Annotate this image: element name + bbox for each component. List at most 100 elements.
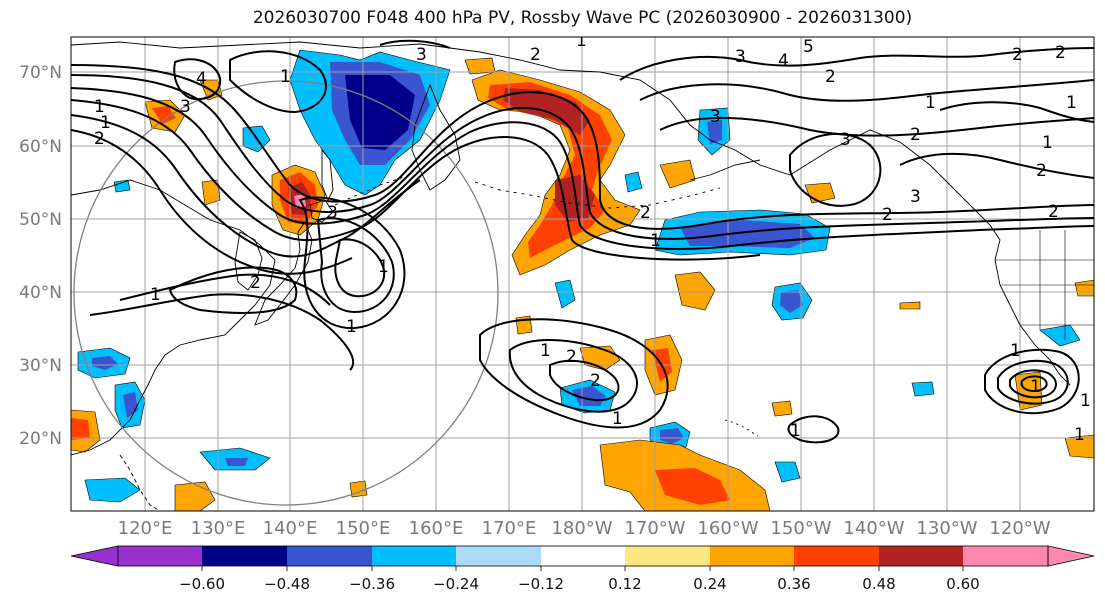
contour-label: 2 (640, 203, 651, 223)
contour-label: 5 (803, 37, 814, 57)
positive-anomaly-region (71, 418, 90, 440)
contour-line (899, 152, 1094, 179)
lat-label: 60°N (19, 137, 62, 157)
positive-anomaly-region (899, 301, 921, 310)
lat-label: 20°N (19, 429, 62, 449)
colorbar: −0.60 −0.48 −0.36 −0.24 −0.12 0.12 0.24 … (70, 545, 1095, 593)
colorbar-tick-label: 0.60 (946, 575, 979, 593)
lon-label: 130°W (916, 518, 977, 539)
contour-label: 1 (1010, 341, 1021, 361)
colorbar-extend-left (70, 545, 119, 567)
positive-anomaly-region (659, 159, 696, 189)
contour-label: 1 (94, 97, 105, 117)
lon-label: 140°W (843, 518, 904, 539)
positive-anomaly-region (655, 468, 730, 505)
contour-label: 1 (650, 231, 661, 251)
coastlines (71, 41, 1094, 511)
korea-coastline (234, 231, 263, 291)
contour-label: 3 (735, 47, 746, 67)
negative-anomaly-region (554, 279, 576, 309)
lat-label: 30°N (19, 356, 62, 376)
contour-label: 2 (566, 347, 577, 367)
contour-label: 3 (180, 97, 191, 117)
colorbar-tick-label: −0.36 (349, 575, 395, 593)
contour-line (1020, 375, 1048, 393)
negative-anomaly-region (113, 179, 131, 193)
lon-label: 170°E (482, 518, 537, 539)
negative-anomaly-region (911, 381, 935, 397)
contour-label: 2 (1036, 161, 1047, 181)
contour-line (479, 318, 669, 429)
colorbar-segment (287, 546, 372, 566)
contour-label: 4 (778, 51, 789, 71)
contour-line (119, 273, 331, 306)
contour-label: 1 (925, 93, 936, 113)
contour-line (997, 359, 1069, 405)
reference-circle (73, 80, 499, 506)
contour-line (508, 339, 638, 413)
kamchatka-coastline (411, 83, 461, 191)
lon-label: 150°E (336, 518, 391, 539)
contour-label: 3 (710, 107, 721, 127)
positive-anomaly-region (1074, 279, 1094, 297)
contour-line (298, 196, 406, 330)
contour-label: 1 (150, 285, 161, 305)
contour-line (71, 87, 1094, 250)
contour-line (659, 116, 1094, 137)
contour-line (89, 293, 355, 371)
contour-line (71, 74, 1094, 240)
contour-label: 2 (825, 67, 836, 87)
contour-label: 4 (196, 69, 207, 89)
contour-label: 1 (346, 317, 357, 337)
colorbar-tick-label: 0.12 (608, 575, 641, 593)
colorbar-extend-right (1047, 545, 1095, 567)
lon-label: 120°W (989, 518, 1050, 539)
lon-label: 160°W (697, 518, 758, 539)
contour-label: 2 (882, 205, 893, 225)
contour-line (71, 129, 353, 275)
lon-label: 160°E (409, 518, 464, 539)
contour-label: 3 (840, 130, 851, 150)
colorbar-tick-label: 0.24 (693, 575, 726, 593)
contour-label: 1 (100, 113, 111, 133)
contour-label: 3 (416, 45, 427, 65)
contour-line (619, 47, 1094, 81)
colorbar-tick-label: −0.60 (179, 575, 225, 593)
sakhalin-coastline (321, 148, 334, 202)
lon-label: 180°W (551, 518, 612, 539)
siberia-coastline (71, 41, 601, 73)
negative-anomaly-region (660, 428, 684, 444)
contour-line (939, 101, 1094, 123)
contour-label: 1 (1080, 391, 1091, 411)
alaska-peninsula (689, 159, 761, 181)
lat-label: 50°N (19, 210, 62, 230)
positive-anomaly-region (771, 400, 793, 417)
positive-anomaly-region (674, 271, 716, 311)
contour-label: 2 (1055, 43, 1066, 63)
lat-label: 70°N (19, 63, 62, 83)
negative-anomaly-region (707, 120, 722, 144)
negative-anomaly-region (1039, 324, 1081, 347)
contour-line (379, 39, 451, 49)
contour-line (316, 217, 395, 314)
asia-coastline (71, 179, 276, 456)
negative-anomaly-region (774, 461, 801, 483)
negative-anomaly-region (84, 477, 141, 503)
negative-anomaly-region (780, 290, 803, 313)
colorbar-tick-label: 0.48 (862, 575, 895, 593)
contour-label: 2 (910, 125, 921, 145)
contour-label: 3 (327, 203, 338, 223)
colorbar-segment (625, 546, 710, 566)
contour-line (71, 114, 421, 258)
contour-line (549, 359, 620, 402)
negative-anomaly-region (92, 356, 118, 370)
contour-line (173, 58, 222, 100)
lon-label: 120°E (118, 518, 173, 539)
positive-anomaly-region (152, 106, 176, 124)
contour-line (984, 348, 1080, 415)
contour-label: 1 (1030, 377, 1041, 397)
contour-label: 1 (576, 31, 587, 51)
colorbar-segment (372, 546, 456, 566)
colorbar-segment (794, 546, 879, 566)
contour-label: 2 (530, 45, 541, 65)
